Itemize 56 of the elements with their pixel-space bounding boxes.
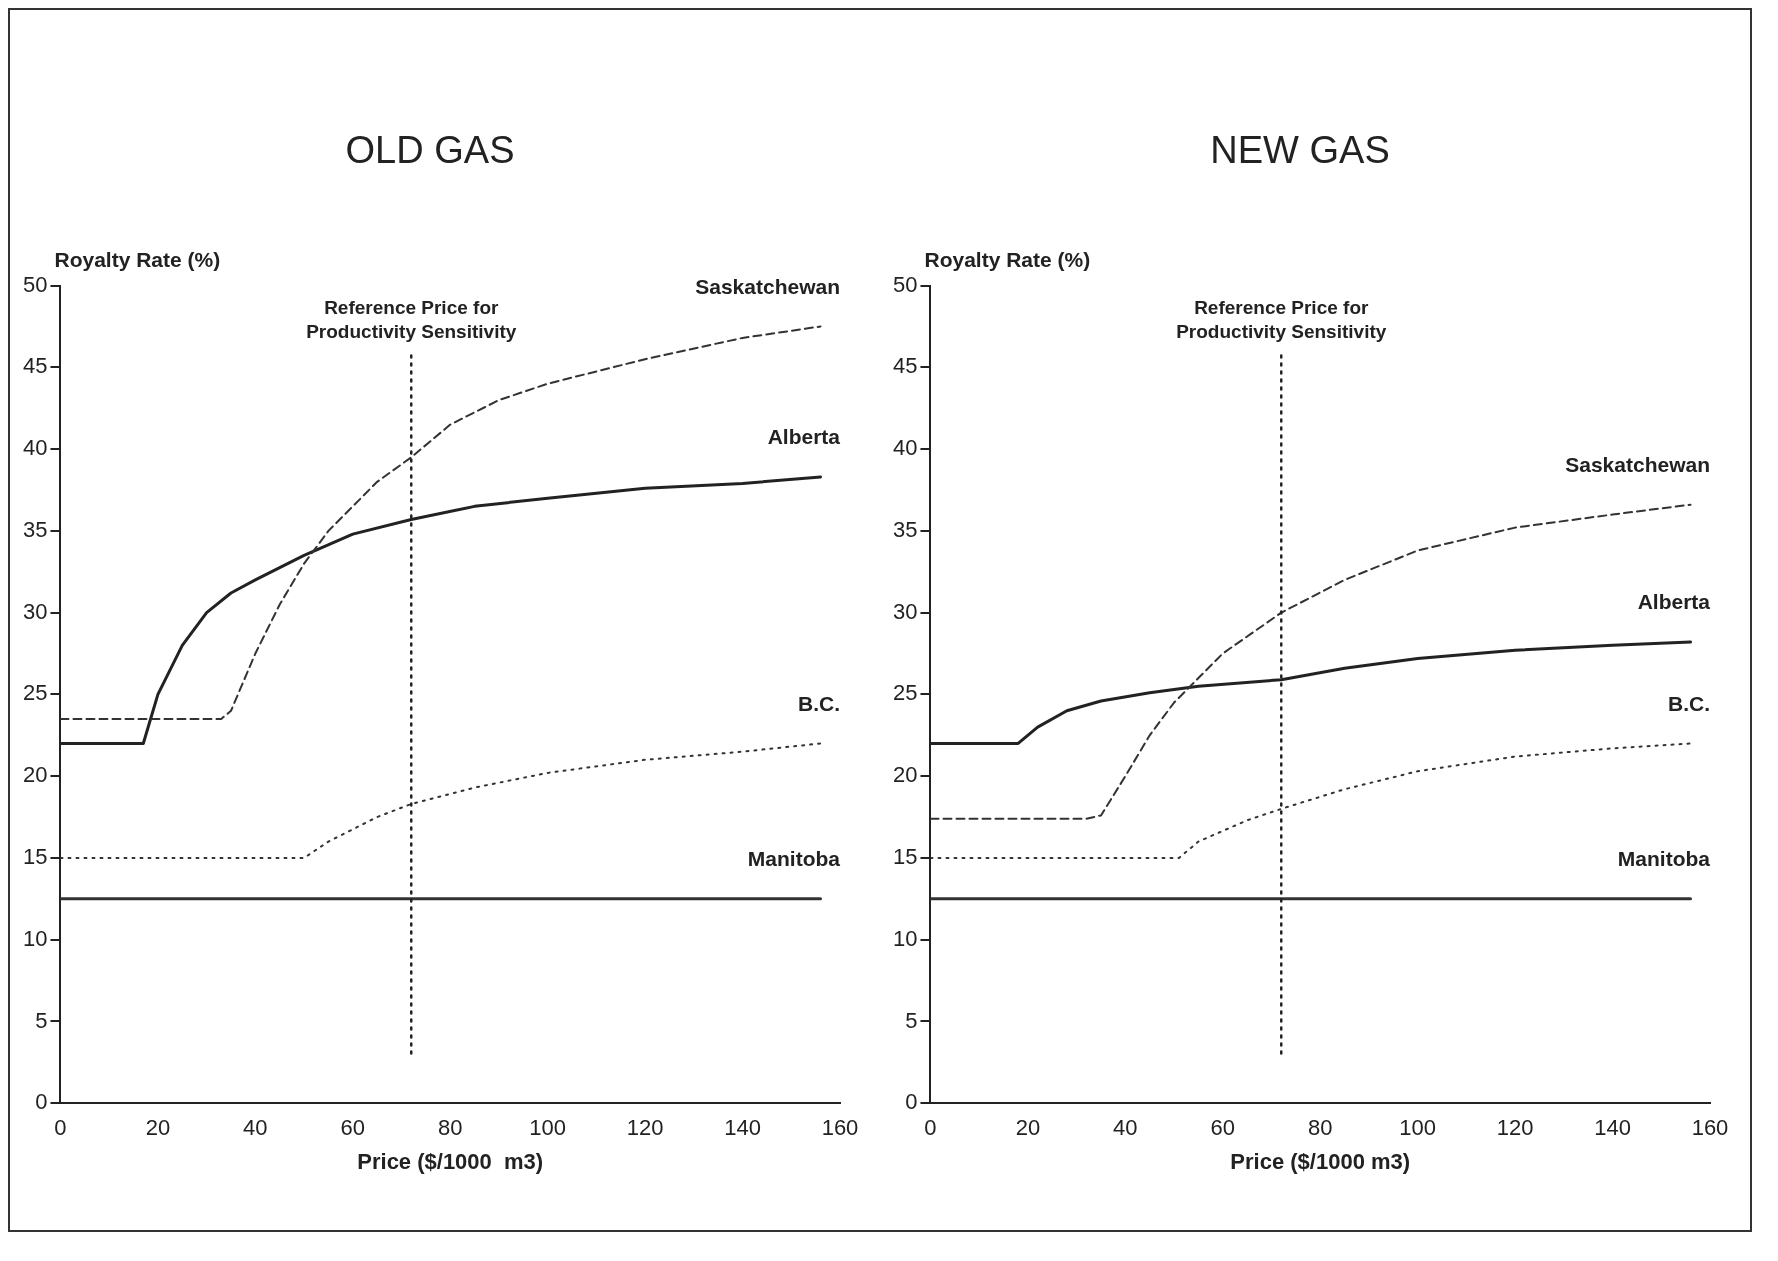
x-tick-label: 140 bbox=[1594, 1115, 1631, 1141]
ref-line-label: Reference Price for Productivity Sensitivity bbox=[306, 297, 517, 343]
y-tick-label: 10 bbox=[892, 925, 918, 951]
series-label: Saskatchewan bbox=[695, 274, 840, 298]
x-tick-label: 40 bbox=[243, 1115, 268, 1141]
x-tick-label: 20 bbox=[1015, 1115, 1041, 1141]
series-label: Manitoba bbox=[1617, 847, 1711, 871]
x-axis-title: Price ($/1000 m3) bbox=[357, 1148, 544, 1174]
x-tick-label: 120 bbox=[626, 1115, 664, 1141]
x-tick-label: 0 bbox=[924, 1115, 937, 1141]
chart-title: NEW GAS bbox=[1210, 129, 1390, 172]
y-tick-label: 35 bbox=[892, 516, 918, 542]
y-tick-label: 25 bbox=[892, 680, 918, 706]
y-tick-label: 40 bbox=[892, 435, 918, 461]
y-tick-label: 40 bbox=[22, 435, 48, 461]
x-tick-label: 100 bbox=[1399, 1115, 1437, 1141]
y-tick-label: 50 bbox=[22, 271, 48, 297]
x-tick-label: 140 bbox=[724, 1115, 761, 1141]
y-tick-label: 5 bbox=[905, 1007, 918, 1033]
y-tick-label: 15 bbox=[22, 843, 48, 869]
x-tick-label: 160 bbox=[1691, 1115, 1729, 1141]
y-axis-title: Royalty Rate (%) bbox=[924, 247, 1091, 271]
series-label: Alberta bbox=[767, 425, 841, 449]
x-tick-label: 120 bbox=[1496, 1115, 1534, 1141]
y-tick-label: 25 bbox=[22, 680, 48, 706]
series-label: Manitoba bbox=[747, 847, 841, 871]
y-tick-label: 5 bbox=[35, 1007, 48, 1033]
x-tick-label: 160 bbox=[821, 1115, 859, 1141]
y-tick-label: 30 bbox=[22, 598, 48, 624]
ref-line-label: Reference Price for Productivity Sensitivity bbox=[1176, 297, 1387, 343]
x-tick-label: 100 bbox=[529, 1115, 567, 1141]
y-tick-label: 20 bbox=[892, 762, 918, 788]
y-tick-label: 0 bbox=[35, 1089, 48, 1115]
y-tick-label: 35 bbox=[22, 516, 48, 542]
x-tick-label: 80 bbox=[1307, 1115, 1333, 1141]
chart-title: OLD GAS bbox=[345, 129, 515, 172]
x-tick-label: 20 bbox=[145, 1115, 171, 1141]
series-label: B.C. bbox=[1668, 691, 1710, 715]
x-tick-label: 60 bbox=[340, 1115, 366, 1141]
x-axis-title: Price ($/1000 m3) bbox=[1230, 1148, 1411, 1174]
y-tick-label: 20 bbox=[22, 762, 48, 788]
y-tick-label: 0 bbox=[905, 1089, 918, 1115]
y-axis-title: Royalty Rate (%) bbox=[54, 247, 221, 271]
y-tick-label: 15 bbox=[892, 843, 918, 869]
x-tick-label: 40 bbox=[1113, 1115, 1138, 1141]
series-label: Saskatchewan bbox=[1565, 453, 1710, 477]
series-label: Alberta bbox=[1637, 590, 1711, 614]
y-tick-label: 45 bbox=[892, 353, 918, 379]
x-tick-label: 0 bbox=[54, 1115, 67, 1141]
y-tick-label: 45 bbox=[22, 353, 48, 379]
x-tick-label: 80 bbox=[437, 1115, 463, 1141]
y-tick-label: 30 bbox=[892, 598, 918, 624]
y-tick-label: 50 bbox=[892, 271, 918, 297]
y-tick-label: 10 bbox=[22, 925, 48, 951]
x-tick-label: 60 bbox=[1210, 1115, 1236, 1141]
series-label: B.C. bbox=[798, 691, 840, 715]
